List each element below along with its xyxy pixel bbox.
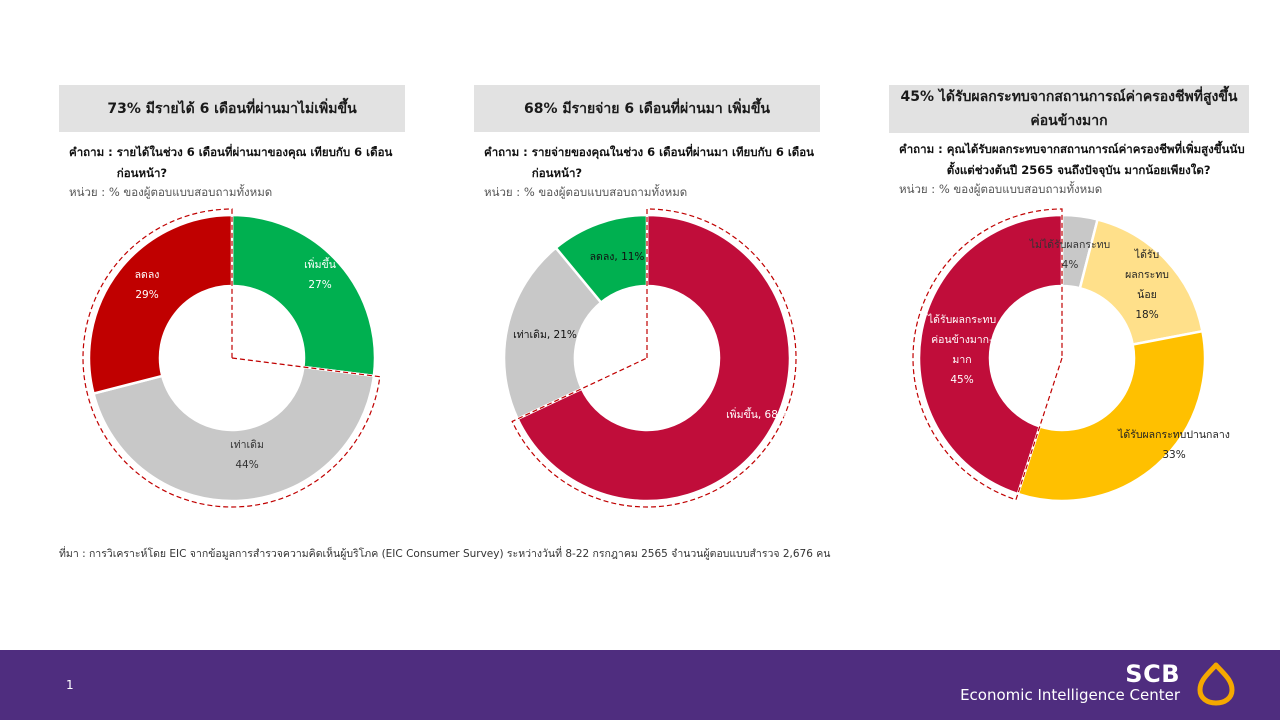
question: คำถาม : รายจ่ายของคุณในช่วง 6 เดือนที่ผ่… [474,142,820,184]
question-text: รายจ่ายของคุณในช่วง 6 เดือนที่ผ่านมา เที… [531,145,815,180]
donut-slice [1078,217,1204,346]
donut-slice [515,213,792,503]
panel-title: 45% ได้รับผลกระทบจากสถานการณ์ค่าครองชีพท… [889,85,1249,133]
donut-slice [230,213,377,378]
unit-note: หน่วย : % ของผู้ตอบแบบสอบถามทั้งหมด [69,185,273,199]
unit-note: หน่วย : % ของผู้ตอบแบบสอบถามทั้งหมด [484,185,688,199]
donut-slice [502,246,603,421]
scb-logo-icon [1197,662,1235,706]
question-text: คุณได้รับผลกระทบจากสถานการณ์ค่าครองชีพที… [946,142,1245,177]
donut-slice [87,213,234,396]
question: คำถาม : คุณได้รับผลกระทบจากสถานการณ์ค่าค… [889,139,1249,181]
slice-label: ลดลง, 11% [590,251,645,263]
highlight-outline [511,208,797,508]
donut-chart-income: เพิ่มขึ้น 27% เท่าเดิม 44% ลดลง 29% [82,208,381,508]
question-label: คำถาม : [69,145,113,159]
unit-note: หน่วย : % ของผู้ตอบแบบสอบถามทั้งหมด [899,182,1103,196]
footer-bar: 1 SCB Economic Intelligence Center [0,650,1280,720]
brand-subtitle: Economic Intelligence Center [960,686,1180,704]
panel-expense: 68% มีรายจ่าย 6 เดือนที่ผ่านมา เพิ่มขึ้น… [474,85,820,200]
panel-title: 68% มีรายจ่าย 6 เดือนที่ผ่านมา เพิ่มขึ้น [474,85,820,132]
slice-label: ได้รับผลกระทบค่อนข้างมาก-มาก 45% [927,313,996,386]
question: คำถาม : รายได้ในช่วง 6 เดือนที่ผ่านมาของ… [59,142,405,184]
highlight-outline [912,208,1063,501]
donut-slice [1016,329,1207,503]
donut-slice [91,365,376,503]
slice-label: เท่าเดิม, 21% [513,329,577,341]
panel-cost-of-living: 45% ได้รับผลกระทบจากสถานการณ์ค่าครองชีพท… [889,85,1249,197]
source-note: ที่มา : การวิเคราะห์โดย EIC จากข้อมูลการ… [59,548,831,560]
donut-chart-cost-of-living: ไม่ได้รับผลกระทบ 4% ได้รับผลกระทบน้อย 18% ได… [912,208,1230,503]
slice-label: ไม่ได้รับผลกระทบ 4% [1029,238,1110,271]
donut-chart-expense: เพิ่มขึ้น, 68% เท่าเดิม, 21% ลดลง, 11% [502,208,797,508]
brand-name: SCB [1125,660,1180,688]
page-number: 1 [66,678,74,692]
donut-slice [554,213,649,305]
highlight-outline [82,208,381,508]
slice-label: เพิ่มขึ้น 27% [304,257,336,291]
slice-label: ได้รับผลกระทบปานกลาง 33% [1117,428,1230,461]
slice-label: ลดลง 29% [135,269,160,301]
question-text: รายได้ในช่วง 6 เดือนที่ผ่านมาของคุณ เทีย… [116,145,393,180]
question-label: คำถาม : [484,145,528,159]
slice-label: เพิ่มขึ้น, 68% [726,407,788,421]
panel-title: 73% มีรายได้ 6 เดือนที่ผ่านมาไม่เพิ่มขึ้… [59,85,405,132]
panel-income: 73% มีรายได้ 6 เดือนที่ผ่านมาไม่เพิ่มขึ้… [59,85,405,200]
slice-label: ได้รับผลกระทบน้อย 18% [1125,248,1169,321]
question-label: คำถาม : [899,142,943,156]
donut-slice [917,213,1064,496]
slice-label: เท่าเดิม 44% [230,439,264,471]
